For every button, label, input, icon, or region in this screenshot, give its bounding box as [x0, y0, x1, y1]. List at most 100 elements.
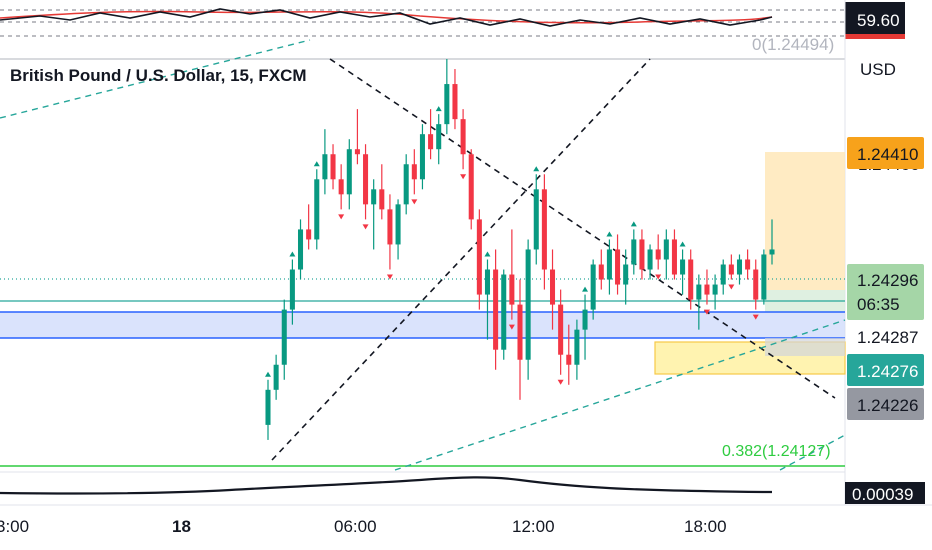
candle-up: [444, 84, 450, 125]
candle-down: [704, 284, 710, 295]
sell-signal-marker: [557, 379, 564, 385]
candle-down: [745, 259, 751, 270]
candle-down: [558, 304, 564, 355]
buy-signal-marker: [484, 251, 491, 257]
current-price-badge: [847, 264, 924, 320]
candle-up: [574, 329, 580, 365]
candle-down: [460, 119, 466, 155]
candle-down: [639, 239, 645, 270]
candle-up: [696, 284, 702, 300]
candle-down: [753, 269, 759, 300]
candle-down: [655, 249, 661, 260]
candle-up: [712, 284, 718, 295]
candle-down: [306, 229, 312, 240]
candle-down: [387, 209, 393, 245]
trendline-descending: [329, 58, 836, 399]
candle-up: [403, 164, 409, 205]
teal-channel-extra: [779, 434, 846, 471]
target-price-badge: [847, 137, 924, 169]
sell-signal-marker: [338, 214, 345, 220]
teal-channel-lower: [394, 319, 846, 471]
candle-down: [428, 134, 434, 150]
candle-down: [671, 239, 677, 275]
candle-up: [289, 269, 295, 310]
time-tick-3: 12:00: [512, 517, 555, 536]
candle-down: [411, 164, 417, 180]
candle-up: [346, 149, 352, 195]
candle-down: [338, 179, 344, 195]
fib-level-label: 0.382(1.24127): [722, 443, 831, 460]
indicator-black-line: [0, 8, 773, 27]
candle-up: [590, 264, 596, 310]
candle-up: [322, 154, 328, 180]
countdown-label: 06:35: [857, 295, 900, 314]
sell-signal-marker: [728, 284, 735, 290]
indicator-red-line: [0, 10, 773, 24]
bottom-indicator-badge: [845, 482, 925, 504]
chart-title: British Pound / U.S. Dollar, 15, FXCM: [10, 66, 307, 85]
candle-up: [736, 259, 743, 275]
candle-down: [330, 154, 336, 180]
buy-signal-marker: [435, 106, 442, 112]
candle-up: [631, 239, 637, 265]
blue-support-zone: [0, 312, 845, 338]
buy-signal-marker: [606, 231, 613, 237]
candle-up: [663, 239, 669, 260]
time-tick-4: 18:00: [684, 517, 727, 536]
sell-signal-marker: [460, 174, 467, 180]
candle-up: [761, 254, 767, 300]
buy-signal-marker: [533, 166, 540, 172]
level-a-label: 1.24287: [857, 328, 918, 347]
candle-down: [509, 274, 515, 305]
level-b-label: 1.24276: [857, 362, 918, 381]
candle-up: [273, 364, 279, 390]
candle-up: [680, 259, 686, 275]
candle-down: [379, 189, 385, 210]
candle-up: [265, 389, 271, 425]
sell-signal-marker: [752, 314, 759, 320]
candle-up: [720, 264, 726, 285]
candle-up: [582, 309, 588, 330]
level-c-badge: [847, 388, 924, 420]
candles-group: [265, 59, 775, 440]
sell-signal-marker: [703, 309, 710, 315]
level-c-label: 1.24226: [857, 396, 918, 415]
buy-signal-marker: [630, 221, 637, 227]
top-indicator-pane: 59.60 0(1.24494): [0, 2, 905, 54]
candle-up: [395, 204, 401, 245]
target-zone: [765, 152, 845, 290]
indicator-top-partial-label: 0(1.24494): [752, 35, 834, 54]
candle-up: [436, 124, 442, 150]
current-price-label: 1.24296: [857, 271, 918, 290]
candle-up: [281, 309, 287, 365]
candle-up: [525, 249, 531, 360]
candle-up: [623, 264, 629, 285]
candle-down: [363, 154, 369, 205]
sell-signal-marker: [411, 199, 418, 205]
sell-signal-marker: [386, 274, 393, 280]
candle-down: [688, 259, 694, 300]
trendline-ascending: [271, 58, 651, 461]
candle-up: [314, 179, 320, 240]
level-a-badge: [847, 322, 924, 352]
candle-down: [566, 354, 572, 365]
candle-down: [615, 249, 621, 285]
candle-down: [493, 269, 499, 350]
candle-up: [419, 134, 425, 180]
candle-down: [549, 269, 556, 305]
candle-up: [533, 189, 539, 250]
indicator-top-value: 59.60: [857, 11, 900, 30]
candle-down: [354, 149, 360, 155]
buy-signal-marker: [582, 286, 589, 292]
buy-signal-marker: [265, 371, 271, 377]
bottom-indicator-value: 0.00039: [852, 485, 913, 504]
candle-up: [371, 189, 377, 205]
time-tick-0: 3:00: [0, 517, 29, 536]
currency-label: USD: [860, 60, 896, 79]
sell-signal-marker: [508, 324, 515, 330]
candle-down: [598, 264, 604, 280]
sell-signal-marker: [362, 224, 369, 230]
buy-signal-marker: [289, 251, 296, 257]
candle-up: [484, 269, 491, 295]
